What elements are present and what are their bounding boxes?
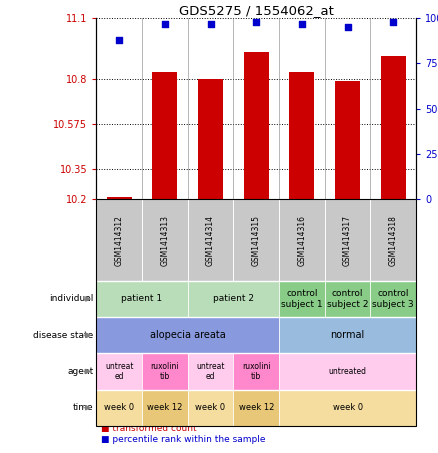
Point <box>161 20 168 27</box>
Point <box>253 18 260 25</box>
Text: patient 2: patient 2 <box>213 294 254 304</box>
Text: patient 1: patient 1 <box>121 294 162 304</box>
Text: week 12: week 12 <box>147 403 183 412</box>
Text: week 0: week 0 <box>104 403 134 412</box>
Text: disease state: disease state <box>33 331 93 340</box>
Text: GSM1414312: GSM1414312 <box>115 215 124 265</box>
Bar <box>106 198 132 199</box>
Text: GSM1414317: GSM1414317 <box>343 215 352 265</box>
Text: week 12: week 12 <box>239 403 274 412</box>
Text: control
subject 1: control subject 1 <box>281 289 323 308</box>
Point <box>344 24 351 31</box>
Text: normal: normal <box>330 330 365 340</box>
Bar <box>335 81 360 199</box>
Point <box>116 36 123 43</box>
Text: week 0: week 0 <box>332 403 363 412</box>
Text: week 0: week 0 <box>195 403 226 412</box>
Bar <box>381 56 406 199</box>
Text: GSM1414318: GSM1414318 <box>389 215 398 265</box>
Title: GDS5275 / 1554062_at: GDS5275 / 1554062_at <box>179 4 334 17</box>
Text: untreated: untreated <box>328 367 367 376</box>
Text: ■ percentile rank within the sample: ■ percentile rank within the sample <box>101 435 265 444</box>
Bar <box>244 53 269 199</box>
Text: time: time <box>73 403 93 412</box>
Text: control
subject 3: control subject 3 <box>372 289 414 308</box>
Text: ■ transformed count: ■ transformed count <box>101 424 196 433</box>
Text: ruxolini
tib: ruxolini tib <box>242 362 271 381</box>
Text: GSM1414314: GSM1414314 <box>206 215 215 265</box>
Text: GSM1414316: GSM1414316 <box>297 215 307 265</box>
Text: ruxolini
tib: ruxolini tib <box>151 362 179 381</box>
Text: control
subject 2: control subject 2 <box>327 289 368 308</box>
Text: individual: individual <box>49 294 93 304</box>
Text: untreat
ed: untreat ed <box>105 362 134 381</box>
Text: GSM1414315: GSM1414315 <box>252 215 261 265</box>
Text: GSM1414313: GSM1414313 <box>160 215 170 265</box>
Text: alopecia areata: alopecia areata <box>150 330 226 340</box>
Bar <box>290 72 314 199</box>
Point <box>298 20 305 27</box>
Text: agent: agent <box>67 367 93 376</box>
Point <box>207 20 214 27</box>
Bar <box>152 72 177 199</box>
Text: untreat
ed: untreat ed <box>196 362 225 381</box>
Bar <box>198 78 223 199</box>
Point <box>390 18 397 25</box>
